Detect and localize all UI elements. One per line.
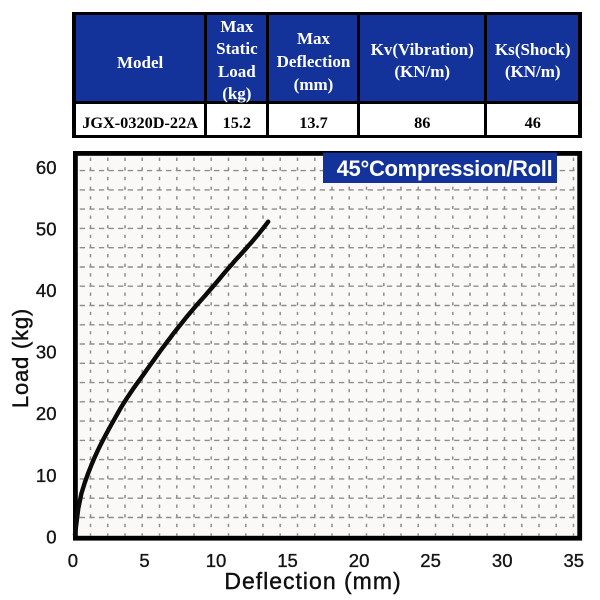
svg-text:40: 40 xyxy=(36,280,57,301)
svg-text:20: 20 xyxy=(349,550,370,571)
svg-text:25: 25 xyxy=(420,550,441,571)
svg-text:60: 60 xyxy=(36,157,57,178)
svg-text:45°Compression/Roll: 45°Compression/Roll xyxy=(337,156,553,181)
svg-text:15: 15 xyxy=(277,550,298,571)
svg-text:0: 0 xyxy=(46,526,56,547)
svg-text:20: 20 xyxy=(36,403,57,424)
svg-text:10: 10 xyxy=(36,465,57,486)
svg-text:0: 0 xyxy=(68,550,78,571)
svg-text:30: 30 xyxy=(492,550,513,571)
svg-text:Load (kg): Load (kg) xyxy=(8,308,33,408)
svg-text:10: 10 xyxy=(206,550,227,571)
svg-text:Deflection (mm): Deflection (mm) xyxy=(224,568,401,594)
svg-text:50: 50 xyxy=(36,218,57,239)
svg-text:5: 5 xyxy=(139,550,149,571)
svg-text:30: 30 xyxy=(36,342,57,363)
svg-text:35: 35 xyxy=(564,550,585,571)
